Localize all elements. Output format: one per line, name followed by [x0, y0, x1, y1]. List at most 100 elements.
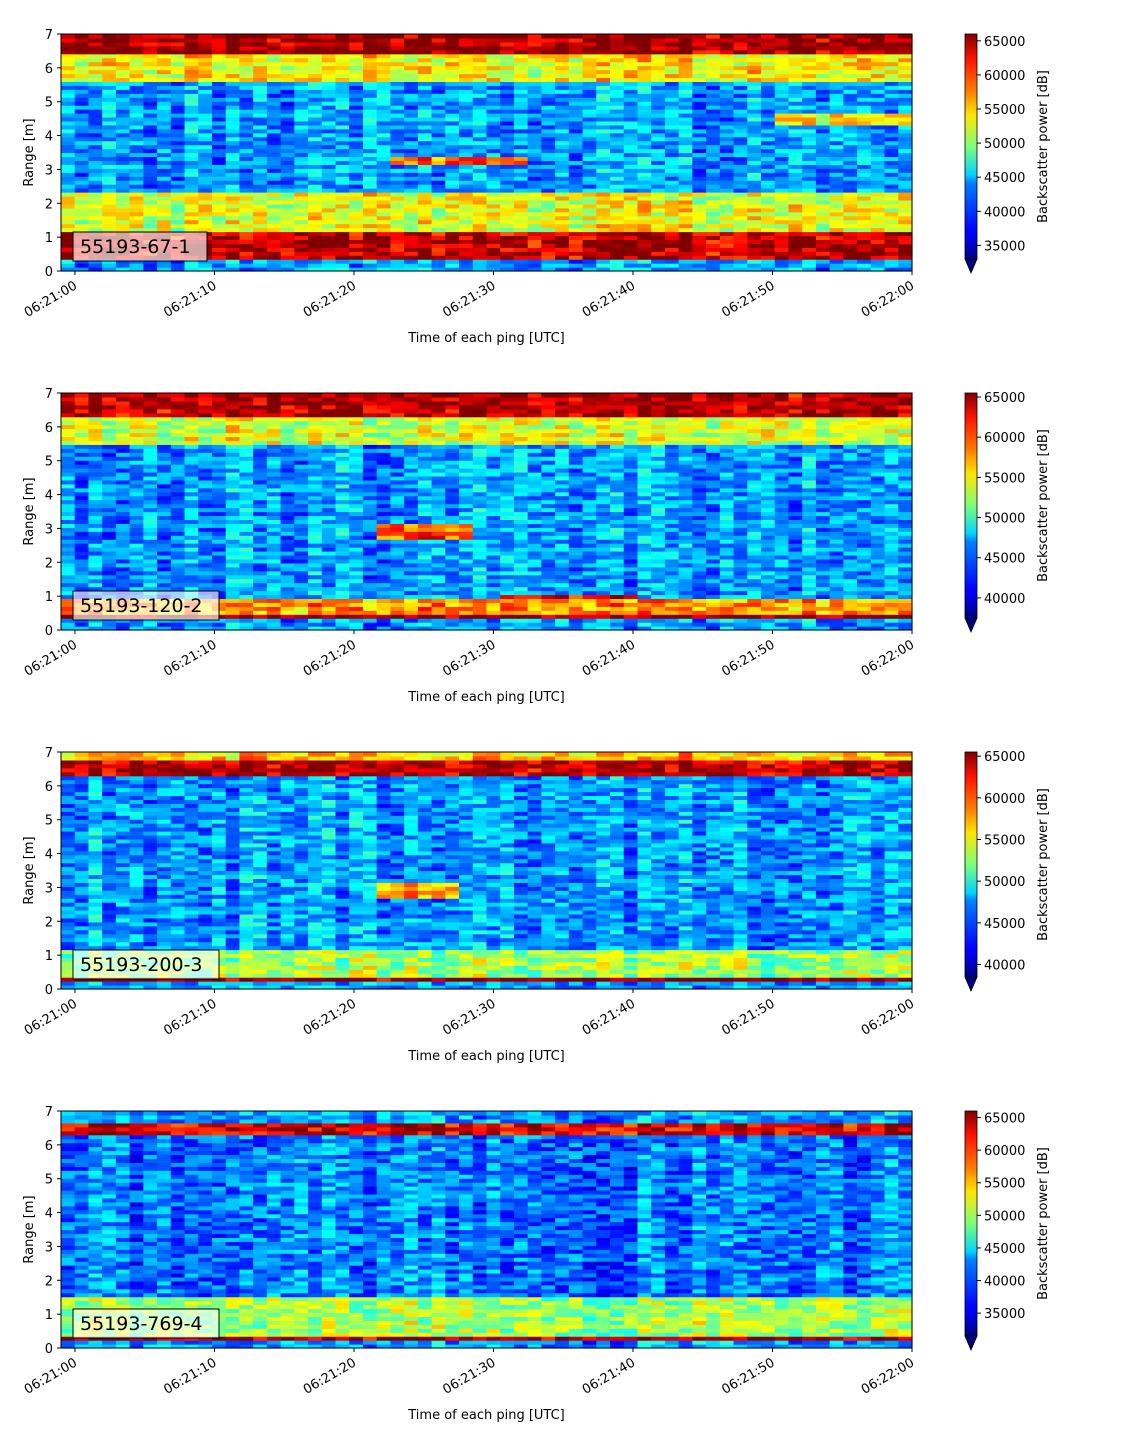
heatmap-cell: [171, 184, 185, 189]
heatmap-cell: [281, 496, 295, 501]
heatmap-cell: [596, 232, 610, 237]
heatmap-cell: [75, 460, 89, 465]
heatmap-cell: [267, 559, 281, 564]
heatmap-cell: [102, 579, 116, 584]
heatmap-cell: [157, 196, 171, 201]
heatmap-cell: [487, 38, 501, 43]
heatmap-cell: [720, 176, 734, 181]
heatmap-cell: [102, 547, 116, 552]
heatmap-cell: [610, 129, 624, 134]
heatmap-cell: [679, 232, 693, 237]
heatmap-cell: [692, 121, 706, 126]
heatmap-cell: [788, 121, 802, 126]
heatmap-cell: [239, 393, 253, 398]
heatmap-cell: [816, 224, 830, 229]
heatmap-cell: [130, 476, 144, 481]
heatmap-cell: [88, 543, 102, 548]
heatmap-cell: [281, 121, 295, 126]
heatmap-cell: [404, 117, 418, 122]
heatmap-cell: [788, 228, 802, 233]
heatmap-cell: [637, 137, 651, 142]
heatmap-cell: [308, 247, 322, 252]
heatmap-cell: [528, 141, 542, 146]
heatmap-cell: [487, 192, 501, 197]
heatmap-cell: [143, 58, 157, 63]
heatmap-cell: [61, 480, 75, 485]
heatmap-cell: [198, 77, 212, 82]
heatmap-cell: [198, 555, 212, 560]
heatmap-cell: [514, 247, 528, 252]
heatmap-cell: [816, 38, 830, 43]
heatmap-cell: [61, 200, 75, 205]
heatmap-cell: [61, 535, 75, 540]
heatmap-cell: [294, 433, 308, 438]
heatmap-cell: [363, 216, 377, 221]
heatmap-cell: [871, 200, 885, 205]
heatmap-cell: [185, 531, 199, 536]
heatmap-cell: [871, 224, 885, 229]
heatmap-cell: [88, 444, 102, 449]
heatmap-cell: [624, 121, 638, 126]
heatmap-cell: [830, 263, 844, 268]
heatmap-cell: [198, 208, 212, 213]
heatmap-cell: [487, 156, 501, 161]
heatmap-cell: [720, 188, 734, 193]
heatmap-cell: [157, 50, 171, 55]
heatmap-cell: [692, 188, 706, 193]
heatmap-cell: [239, 42, 253, 47]
heatmap-cell: [624, 208, 638, 213]
heatmap-cell: [830, 129, 844, 134]
heatmap-cell: [734, 247, 748, 252]
heatmap-cell: [322, 133, 336, 138]
heatmap-cell: [253, 188, 267, 193]
heatmap-cell: [487, 133, 501, 138]
heatmap-cell: [418, 232, 432, 237]
heatmap-cell: [555, 204, 569, 209]
heatmap-cell: [651, 70, 665, 75]
heatmap-cell: [88, 393, 102, 398]
heatmap-cell: [459, 176, 473, 181]
heatmap-cell: [308, 66, 322, 71]
heatmap-cell: [473, 38, 487, 43]
heatmap-cell: [116, 58, 130, 63]
heatmap-cell: [500, 160, 514, 165]
heatmap-cell: [775, 54, 789, 59]
heatmap-cell: [253, 405, 267, 410]
heatmap-cell: [61, 149, 75, 154]
heatmap-cell: [706, 153, 720, 158]
heatmap-cell: [500, 251, 514, 256]
heatmap-cell: [473, 145, 487, 150]
heatmap-cell: [459, 172, 473, 177]
heatmap-cell: [75, 224, 89, 229]
heatmap-cell: [185, 70, 199, 75]
heatmap-cell: [294, 547, 308, 552]
heatmap-cell: [788, 129, 802, 134]
heatmap-cell: [336, 228, 350, 233]
heatmap-cell: [130, 62, 144, 67]
heatmap-cell: [624, 247, 638, 252]
heatmap-cell: [294, 208, 308, 213]
heatmap-cell: [294, 594, 308, 599]
heatmap-cell: [583, 204, 597, 209]
heatmap-cell: [349, 85, 363, 90]
heatmap-cell: [226, 571, 240, 576]
heatmap-cell: [75, 571, 89, 576]
heatmap-cell: [390, 77, 404, 82]
heatmap-cell: [349, 212, 363, 217]
heatmap-cell: [267, 610, 281, 615]
heatmap-cell: [816, 42, 830, 47]
heatmap-cell: [336, 220, 350, 225]
heatmap-cell: [583, 149, 597, 154]
heatmap-cell: [61, 117, 75, 122]
heatmap-cell: [487, 129, 501, 134]
heatmap-cell: [390, 85, 404, 90]
heatmap-cell: [802, 200, 816, 205]
heatmap-cell: [843, 212, 857, 217]
heatmap-cell: [212, 180, 226, 185]
heatmap-cell: [445, 259, 459, 264]
heatmap-cell: [281, 89, 295, 94]
heatmap-cell: [500, 196, 514, 201]
heatmap-cell: [775, 105, 789, 110]
heatmap-cell: [432, 133, 446, 138]
heatmap-cell: [706, 81, 720, 86]
